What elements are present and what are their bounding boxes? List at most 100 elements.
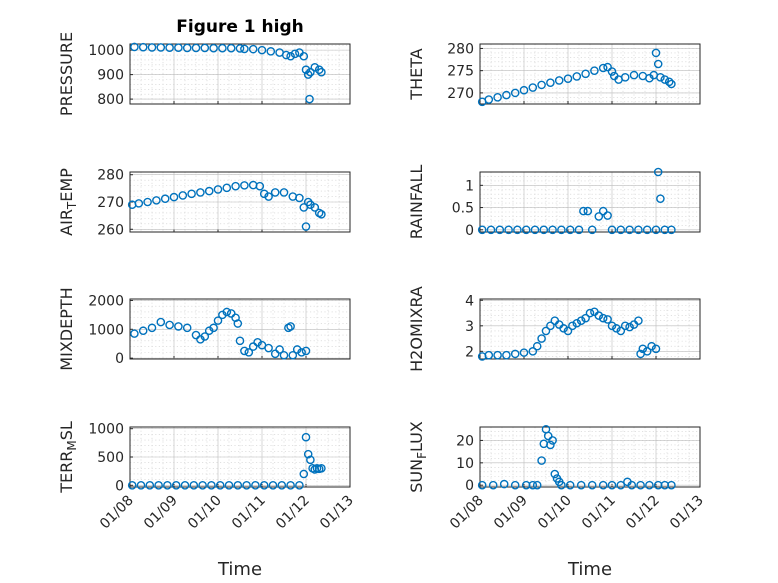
data-point [218,43,227,53]
subplot-5: 0 1000 2000 MIXDEPTH [57,287,351,371]
data-point [163,481,172,490]
data-point [235,336,245,346]
data-point [653,59,663,69]
data-point [616,480,626,490]
data-point [585,308,595,318]
data-point [235,44,245,53]
data-point [598,313,608,323]
axes-border [129,298,351,360]
y-axis-label: PRESSURE [57,32,76,116]
data-point [154,481,163,490]
y-tick-label: 0.5 [452,201,474,217]
data-point [629,70,639,80]
data-point [502,90,511,100]
data-point [215,481,225,490]
data-point [636,480,645,490]
data-point [493,93,502,102]
data-point [169,192,179,202]
y-tick-label: 270 [97,195,124,211]
data-point [299,469,309,479]
x-axis-label: Time [217,559,262,580]
data-point [222,183,232,193]
data-point [651,344,661,354]
data-point [667,225,676,235]
subplot-6: 2 3 4 H2OMIXRA [407,286,701,372]
data-point [546,440,555,450]
data-point [174,43,183,52]
data-point [317,67,326,77]
data-point [634,225,643,235]
data-point [147,323,157,333]
data-point [259,481,269,490]
data-point [563,326,573,336]
data-point [576,480,586,490]
data-point [616,225,626,235]
y-tick-label: 2 [465,344,474,360]
data-point [213,185,223,194]
data-point [634,316,643,326]
data-point [548,225,557,235]
data-point [297,348,306,357]
y-tick-label: 1000 [88,322,124,338]
y-axis-label: MIXDEPTH [57,287,76,370]
data-point [310,62,320,72]
axes-border [129,43,351,105]
data-point [651,48,661,58]
y-axis-label: THETA [407,48,426,100]
y-tick-label: 280 [447,41,474,57]
data-point [257,45,267,55]
data-point [486,225,496,235]
data-point [286,51,295,61]
data-point [548,436,557,445]
y-axis-label: AIRTEMP [57,168,79,236]
subplot-8: 01/08 01/09 01/10 01/11 01/12 01/13 0 10 20 SUNFL… [407,421,707,580]
data-point [513,225,522,235]
data-point [557,480,566,490]
x-tick-label: 01/11 [579,493,619,533]
data-point [550,469,560,479]
subplot-3: 260 270 280 AIRTEMP [57,168,351,238]
data-point [268,481,278,490]
data-point [240,181,249,190]
data-point [627,480,637,490]
subplot-7: 01/08 01/09 01/10 01/11 01/12 01/13 0 500 1000 TE… [57,421,357,580]
data-point [484,95,494,104]
data-point [656,194,665,203]
data-point [667,79,676,89]
data-point [620,73,630,82]
data-point [587,480,597,490]
data-point [539,225,549,235]
data-point [532,480,542,490]
data-point [306,200,315,210]
data-point [136,481,146,490]
data-point [191,330,201,340]
data-point [598,63,608,73]
data-point [266,47,276,56]
data-point [198,481,207,490]
data-point [295,481,304,490]
x-tick-label: 01/09 [491,493,531,533]
data-point [594,311,604,320]
data-point [207,481,216,490]
data-point [286,322,295,331]
data-point [528,347,538,356]
data-point [281,50,291,60]
data-point [251,481,260,490]
data-point [607,225,617,235]
data-point [174,322,183,331]
data-point [301,346,311,356]
x-tick-label: 01/13 [667,493,707,533]
data-point [667,480,676,490]
data-point [656,73,665,82]
data-point [664,77,674,87]
data-point [314,65,324,75]
data-point [519,348,529,357]
data-point [488,480,498,490]
data-point [317,464,326,473]
data-point [642,225,652,235]
data-point [306,455,315,465]
y-tick-label: 900 [97,68,124,84]
data-point [537,80,546,90]
data-point [574,225,584,235]
